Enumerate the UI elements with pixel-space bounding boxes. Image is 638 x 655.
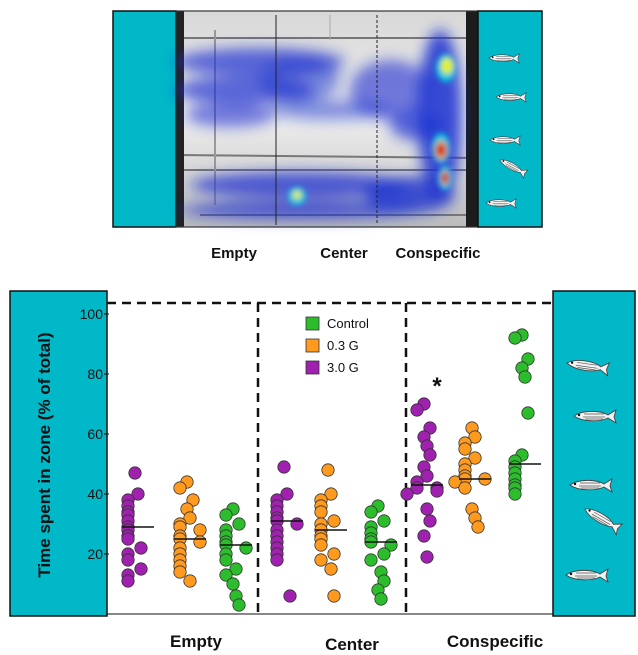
data-point	[290, 517, 304, 531]
data-point	[314, 553, 328, 567]
data-point	[468, 430, 482, 444]
legend: Control 0.3 G 3.0 G	[305, 316, 369, 375]
tank-dark-edge	[176, 11, 184, 227]
data-point	[131, 487, 145, 501]
data-point	[270, 553, 284, 567]
data-point	[420, 550, 434, 564]
legend-label: Control	[327, 316, 369, 331]
data-point	[377, 547, 391, 561]
data-point	[327, 589, 341, 603]
data-point	[183, 511, 197, 525]
data-point	[420, 469, 434, 483]
x-category-label-conspecific: Conspecific	[447, 632, 543, 651]
data-point	[314, 505, 328, 519]
data-point	[321, 463, 335, 477]
y-tick-label-40: 40	[87, 486, 103, 502]
data-point	[173, 481, 187, 495]
data-point	[324, 487, 338, 501]
median-lines	[122, 463, 541, 546]
zone-boundaries	[107, 301, 553, 613]
data-point	[121, 553, 135, 567]
legend-label: 0.3 G	[327, 338, 359, 353]
data-point	[219, 568, 233, 582]
data-point	[232, 517, 246, 531]
data-point	[134, 562, 148, 576]
data-point	[183, 574, 197, 588]
data-point	[327, 514, 341, 528]
data-point	[377, 514, 391, 528]
right-cyan-panel-bottom	[552, 290, 636, 617]
data-point	[324, 562, 338, 576]
data-point	[458, 442, 472, 456]
heatmap-overlay	[175, 30, 462, 219]
data-point	[232, 598, 246, 612]
data-point	[423, 448, 437, 462]
left-cyan-panel	[112, 10, 177, 228]
y-tick-label-60: 60	[87, 426, 103, 442]
significance-asterisk: *	[432, 373, 442, 400]
legend-label: 3.0 G	[327, 360, 359, 375]
data-point	[374, 592, 388, 606]
data-point	[219, 553, 233, 567]
data-point	[430, 484, 444, 498]
y-axis-ticks: 20 40 60 80 100	[80, 306, 109, 562]
data-point	[219, 508, 233, 522]
data-point	[229, 562, 243, 576]
legend-swatch	[305, 316, 320, 331]
top-zone-label-conspecific: Conspecific	[395, 245, 480, 262]
legend-swatch	[305, 338, 320, 353]
data-point	[468, 451, 482, 465]
data-point	[508, 331, 522, 345]
data-point	[364, 553, 378, 567]
data-point	[471, 520, 485, 534]
top-zone-label-center: Center	[320, 245, 368, 262]
data-point	[121, 532, 135, 546]
data-point	[521, 406, 535, 420]
data-point	[128, 466, 142, 480]
x-category-label-empty: Empty	[170, 632, 223, 651]
data-point	[364, 505, 378, 519]
legend-swatch	[305, 360, 320, 375]
data-point	[508, 487, 522, 501]
data-point	[239, 541, 253, 555]
left-cyan-axis-panel	[9, 290, 108, 617]
data-point	[420, 502, 434, 516]
tank-dark-edge-right	[466, 11, 478, 227]
data-point	[423, 514, 437, 528]
data-point	[193, 535, 207, 549]
data-point	[277, 460, 291, 474]
data-point	[226, 577, 240, 591]
top-zone-label-empty: Empty	[211, 245, 258, 262]
data-point	[134, 541, 148, 555]
data-point	[518, 370, 532, 384]
y-axis-label: Time spent in zone (% of total)	[35, 332, 54, 577]
data-point	[448, 475, 462, 489]
data-point	[400, 487, 414, 501]
zone-dividers	[275, 15, 378, 225]
y-tick-label-80: 80	[87, 366, 103, 382]
data-points	[121, 328, 535, 612]
data-point	[458, 481, 472, 495]
data-point	[173, 565, 187, 579]
right-cyan-panel	[477, 10, 543, 228]
data-point	[280, 487, 294, 501]
time-in-zone-chart: 20 40 60 80 100 Time spent in zone (% of tot…	[9, 290, 636, 654]
data-point	[193, 523, 207, 537]
data-point	[283, 589, 297, 603]
heatmap-hotspots	[288, 54, 456, 205]
x-category-label-center: Center	[325, 635, 379, 654]
data-point	[417, 529, 431, 543]
data-point	[314, 538, 328, 552]
y-tick-label-100: 100	[80, 306, 104, 322]
tank-heatmap-panel: Empty Center Conspecific	[112, 10, 543, 262]
data-point	[410, 403, 424, 417]
data-point	[327, 547, 341, 561]
data-point	[121, 574, 135, 588]
y-tick-label-20: 20	[87, 546, 103, 562]
